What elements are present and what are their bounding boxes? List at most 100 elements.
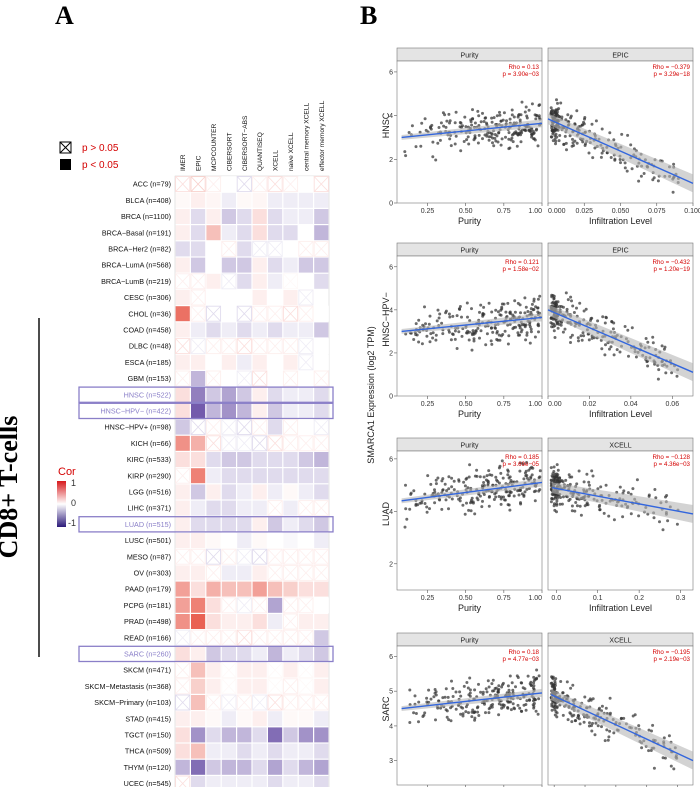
heatmap-cell bbox=[252, 484, 267, 500]
data-point bbox=[549, 110, 553, 114]
cell-fill bbox=[175, 775, 191, 787]
heatmap-cell bbox=[191, 484, 206, 500]
data-point bbox=[552, 110, 556, 114]
heatmap-cell bbox=[206, 743, 221, 759]
data-point bbox=[508, 475, 512, 479]
data-point bbox=[441, 488, 445, 492]
data-point bbox=[492, 498, 496, 501]
data-point bbox=[523, 687, 527, 691]
data-point bbox=[601, 315, 605, 319]
data-point bbox=[448, 121, 451, 125]
data-point bbox=[558, 502, 562, 506]
cell-fill bbox=[175, 597, 190, 613]
cell-fill bbox=[221, 468, 236, 484]
heatmap-cell bbox=[175, 467, 191, 484]
data-point bbox=[429, 127, 433, 131]
rho-label: Rho = 0.18 bbox=[509, 649, 540, 656]
data-point bbox=[525, 474, 529, 477]
data-point bbox=[471, 117, 475, 121]
x-axis-title: Infiltration Level bbox=[589, 216, 652, 226]
data-point bbox=[671, 190, 675, 194]
data-point bbox=[471, 329, 475, 333]
data-point bbox=[578, 301, 582, 305]
heatmap-cell bbox=[298, 176, 314, 193]
data-point bbox=[526, 674, 530, 678]
data-point bbox=[574, 501, 578, 504]
cell-fill bbox=[252, 257, 267, 273]
heatmap-cell bbox=[237, 516, 252, 532]
heatmap-cell bbox=[175, 775, 191, 787]
data-point bbox=[575, 504, 579, 508]
heatmap-cell bbox=[298, 646, 313, 662]
data-point bbox=[631, 714, 635, 718]
heatmap-cell bbox=[191, 241, 206, 257]
data-point bbox=[516, 133, 520, 137]
data-point bbox=[656, 179, 660, 183]
heatmap-cell bbox=[283, 533, 298, 548]
heatmap-cell bbox=[175, 370, 191, 387]
cell-fill bbox=[175, 565, 190, 581]
heatmap-cell bbox=[252, 565, 267, 581]
cell-cross-2 bbox=[314, 371, 329, 386]
data-point bbox=[440, 507, 444, 511]
y-tick-label: 2 bbox=[389, 350, 393, 357]
heatmap-cell bbox=[236, 370, 252, 387]
data-point bbox=[598, 508, 602, 512]
rho-label: Rho = 0.13 bbox=[509, 64, 540, 71]
data-point bbox=[422, 713, 426, 717]
data-point bbox=[438, 138, 442, 142]
data-point bbox=[558, 134, 562, 137]
data-point bbox=[499, 308, 503, 312]
data-point bbox=[569, 295, 573, 299]
cell-cross-2 bbox=[298, 176, 313, 192]
data-point bbox=[569, 686, 573, 690]
data-point bbox=[631, 487, 635, 491]
cell-fill bbox=[268, 257, 283, 273]
cell-fill bbox=[237, 678, 252, 694]
data-point bbox=[555, 98, 558, 102]
data-point bbox=[514, 325, 518, 329]
data-point bbox=[581, 140, 585, 144]
cell-fill bbox=[237, 500, 252, 516]
data-point bbox=[470, 348, 474, 352]
x-tick-label: 0.000 bbox=[548, 208, 566, 215]
cell-cross-2 bbox=[314, 306, 329, 322]
data-point bbox=[590, 729, 594, 733]
data-point bbox=[533, 499, 537, 503]
heatmap-cell bbox=[191, 354, 206, 370]
data-point bbox=[511, 702, 515, 706]
data-point bbox=[652, 766, 656, 770]
cell-cross-2 bbox=[252, 435, 267, 451]
data-point bbox=[490, 116, 494, 120]
cell-fill bbox=[175, 646, 190, 662]
data-point bbox=[451, 314, 455, 318]
heatmap-cell bbox=[313, 694, 329, 711]
heatmap-cell bbox=[206, 533, 221, 548]
data-point bbox=[570, 504, 574, 508]
data-point bbox=[583, 695, 587, 699]
heatmap-cell bbox=[175, 419, 190, 435]
y-tick-label: 0 bbox=[389, 394, 393, 401]
cell-fill bbox=[298, 257, 313, 273]
data-point bbox=[453, 329, 457, 333]
data-point bbox=[537, 489, 541, 493]
heatmap-cell bbox=[282, 435, 299, 452]
x-tick-label: 0.75 bbox=[497, 595, 511, 602]
heatmap-cell bbox=[206, 776, 221, 787]
data-point bbox=[519, 461, 522, 465]
rho-label: Rho = 0.185 bbox=[505, 454, 539, 461]
data-point bbox=[465, 301, 469, 305]
data-point bbox=[437, 316, 441, 320]
data-point bbox=[489, 339, 493, 343]
data-point bbox=[486, 679, 490, 683]
data-point bbox=[477, 124, 481, 127]
data-point bbox=[481, 690, 485, 694]
data-point bbox=[620, 132, 624, 136]
heatmap-cell bbox=[268, 273, 283, 289]
heatmap-cell bbox=[267, 500, 283, 517]
heatmap-cell bbox=[221, 759, 236, 775]
cell-fill bbox=[206, 727, 221, 743]
data-point bbox=[584, 307, 588, 311]
data-point bbox=[444, 687, 448, 691]
